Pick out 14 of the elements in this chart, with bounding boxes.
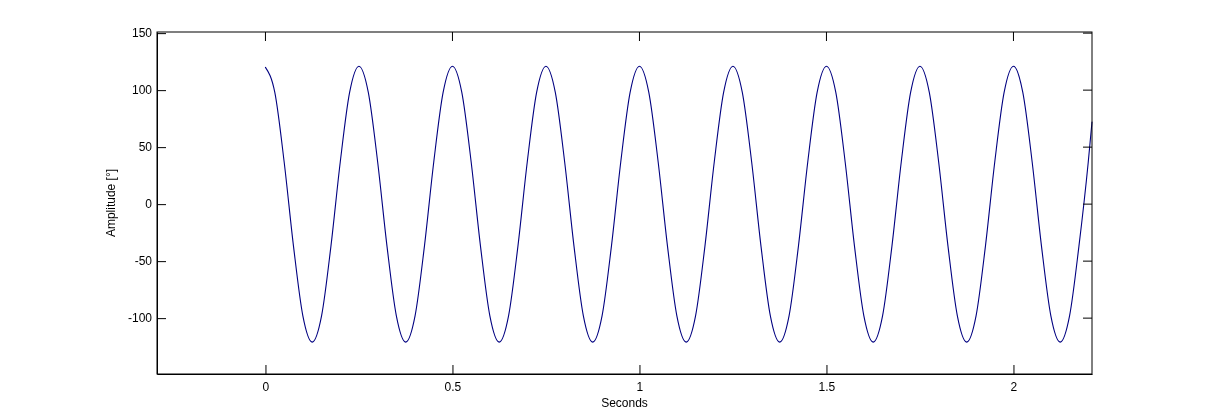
- x-tick-label: 1.5: [818, 379, 836, 394]
- y-tick-label: 50: [138, 140, 153, 155]
- x-axis-title: Seconds: [601, 396, 648, 410]
- y-tick-label: 0: [145, 197, 153, 212]
- x-tick-label: 1: [636, 379, 644, 394]
- y-tick-label: -100: [127, 311, 153, 326]
- x-tick-label: 0.5: [444, 379, 462, 394]
- x-tick-label: 0: [262, 379, 270, 394]
- y-tick-label: -50: [134, 254, 153, 269]
- y-tick-label: 100: [131, 83, 153, 98]
- line-series: [264, 65, 1093, 343]
- y-tick-label: 150: [131, 26, 153, 41]
- y-axis-title: Amplitude [°]: [104, 168, 118, 238]
- x-tick-label: 2: [1010, 379, 1018, 394]
